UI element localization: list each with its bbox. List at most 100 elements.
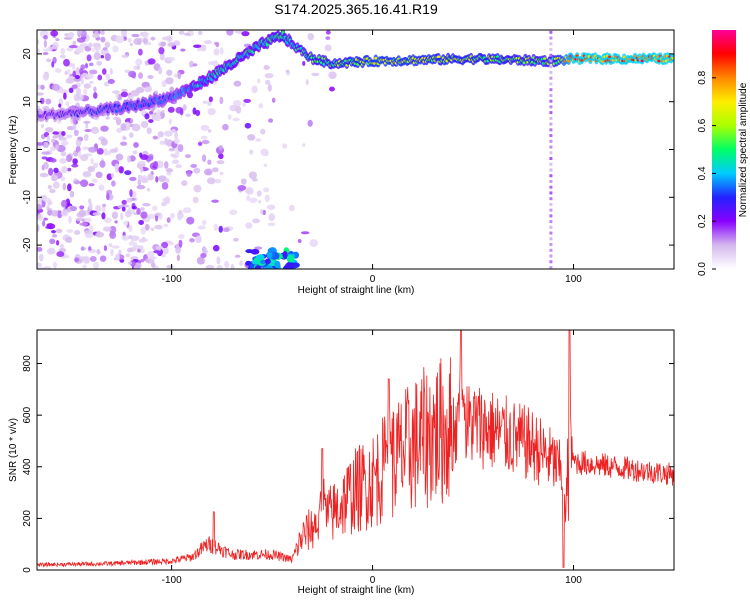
spectrogram-speckle: [51, 234, 58, 238]
spectrogram-speckle: [201, 139, 210, 145]
spectrogram-speckle: [145, 258, 150, 263]
spectrogram-speckle: [61, 199, 68, 208]
spectrogram-speckle: [257, 200, 262, 204]
spectrogram-speckle: [267, 84, 272, 92]
spectrogram-speckle: [260, 209, 264, 215]
spectrogram-speckle: [197, 47, 202, 52]
spectrogram-speckle: [549, 111, 553, 115]
spectrogram-speckle: [125, 253, 131, 258]
spectrogram-speckle: [101, 212, 106, 220]
spectrogram-speckle: [263, 65, 270, 70]
spectrogram-speckle: [60, 210, 69, 217]
spectrogram-speckle: [66, 134, 73, 139]
spectrogram-speckle: [96, 230, 101, 237]
spectrogram-speckle: [56, 210, 63, 219]
spectrogram-speckle: [89, 69, 98, 75]
figure-title: S174.2025.365.16.41.R19: [274, 1, 438, 17]
spectrogram-speckle: [164, 161, 169, 169]
spectrogram-speckle: [43, 161, 49, 170]
spectrogram-speckle: [549, 93, 553, 97]
spectrogram-speckle: [183, 32, 191, 36]
spectrogram-speckle: [252, 218, 261, 224]
spectrogram-speckle: [171, 159, 180, 165]
spectrogram-ridge-core: [374, 56, 378, 60]
spectrogram-speckle: [100, 36, 106, 43]
spectrogram-speckle: [549, 145, 553, 149]
spectrogram-speckle: [100, 125, 109, 132]
spectrogram-ridge-core: [542, 57, 547, 60]
spectrogram-speckle: [252, 177, 258, 182]
spectrogram-speckle: [267, 248, 275, 253]
spectrogram-speckle: [219, 96, 224, 105]
spectrogram-speckle: [549, 65, 553, 69]
spectrogram-speckle: [153, 250, 161, 254]
spectrogram-speckle: [167, 42, 176, 47]
spectrogram-speckle: [76, 37, 86, 43]
spectrogram-speckle: [549, 231, 553, 235]
spectrogram-ridge-core: [567, 59, 571, 63]
spectrogram-speckle: [207, 129, 212, 133]
spectrogram-ridge-core: [522, 61, 526, 65]
spectrogram-speckle: [73, 229, 81, 235]
spectrogram-speckle: [195, 235, 202, 244]
spectrogram-speckle: [159, 140, 165, 146]
spectrogram-speckle: [121, 206, 126, 212]
spectrogram-speckle: [549, 82, 553, 86]
spectrogram-speckle: [144, 86, 152, 93]
spectrogram-speckle: [61, 130, 66, 136]
spectrogram-speckle: [102, 203, 107, 208]
colorbar-tick-label: 0.0: [697, 262, 708, 276]
spectrogram-speckle: [157, 175, 167, 182]
spectrogram-speckle: [549, 70, 553, 74]
spectrogram-speckle: [44, 127, 54, 133]
spectrogram-speckle: [72, 123, 77, 131]
x-tick-label: -100: [162, 575, 182, 586]
spectrogram-speckle: [66, 229, 74, 233]
spectrogram-speckle: [39, 97, 45, 105]
spectrogram-speckle: [241, 31, 250, 37]
spectrogram-speckle: [141, 177, 149, 183]
spectrogram-speckle: [75, 45, 84, 54]
spectrogram-speckle: [80, 30, 87, 38]
spectrogram-speckle: [189, 60, 194, 68]
spectrogram-speckle: [72, 158, 78, 165]
spectrogram-speckle: [37, 262, 42, 268]
spectrogram-speckle: [126, 197, 133, 203]
spectrogram-speckle: [235, 105, 242, 114]
spectrogram-speckle: [109, 225, 117, 234]
spectrogram-speckle: [328, 71, 337, 80]
spectrogram-speckle: [160, 41, 167, 47]
spectrogram-speckle: [114, 253, 120, 262]
spectrogram-speckle: [91, 178, 98, 183]
spectrogram-speckle: [89, 256, 97, 262]
spectrogram-speckle: [82, 146, 90, 150]
spectrogram-speckle: [58, 103, 62, 108]
spectrogram-speckle: [138, 48, 143, 56]
spectrogram-speckle: [195, 109, 201, 117]
spectrogram-speckle: [176, 254, 180, 261]
spectrogram-speckle: [286, 254, 295, 263]
spectrogram-speckle: [48, 167, 54, 176]
spectrogram-speckle: [47, 184, 52, 190]
spectrogram-speckle: [62, 137, 67, 141]
spectrogram-speckle: [249, 149, 254, 155]
spectrogram-speckle: [311, 72, 320, 77]
spectrogram-speckle: [213, 48, 220, 56]
spectrogram-speckle: [166, 172, 172, 176]
spectrogram-speckle: [208, 96, 213, 103]
spectrogram-speckle: [154, 224, 163, 230]
spectrogram-speckle: [549, 88, 553, 92]
spectrogram-speckle: [92, 261, 99, 269]
spectrogram-speckle: [201, 154, 207, 163]
x-tick-label: 0: [370, 274, 376, 285]
spectrogram-speckle: [68, 236, 73, 244]
spectrogram-speckle: [91, 48, 95, 52]
spectrogram-speckle: [88, 202, 93, 210]
spectrogram-speckle: [85, 123, 89, 129]
spectrogram-speckle: [67, 183, 72, 192]
spectrogram-speckle: [88, 42, 93, 49]
spectrogram-speckle: [258, 103, 263, 109]
spectrogram-speckle: [167, 106, 175, 113]
spectrogram-speckle: [116, 127, 123, 133]
spectrogram-speckle: [62, 182, 67, 191]
